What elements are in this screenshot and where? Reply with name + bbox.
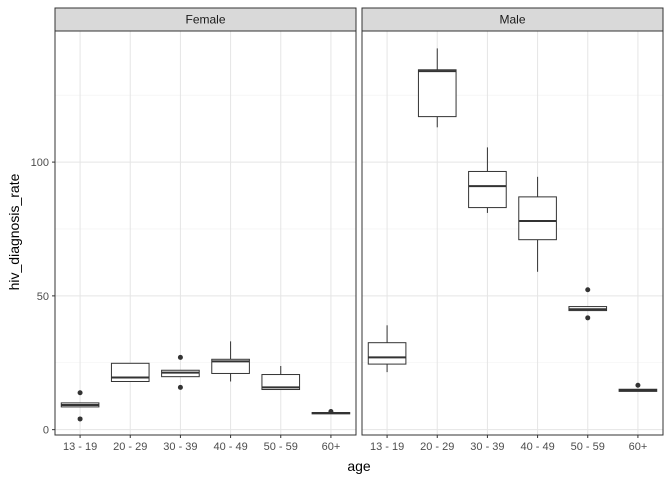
y-tick-label: 100 [31, 157, 49, 169]
facet-panels: Female 13 - 19 20 - 29 30 - 39 40 - 49 50 - 5… [54, 7, 664, 453]
panel-border [54, 30, 357, 436]
box-60plus [311, 408, 351, 415]
box-50-59 [568, 287, 608, 321]
y-tick-label: 50 [37, 291, 49, 303]
box-body [468, 170, 507, 209]
box-body [211, 358, 250, 374]
x-tick-label: 50 - 59 [571, 441, 605, 453]
x-tick-label: 50 - 59 [264, 441, 298, 453]
x-tick-label: 30 - 39 [470, 441, 504, 453]
outlier-point [177, 354, 183, 360]
box-40-49 [211, 341, 250, 382]
outlier-point [635, 382, 641, 388]
box-body [417, 69, 457, 118]
y-tick-label: 0 [43, 425, 49, 437]
box-60plus [618, 382, 658, 392]
x-tick-label: 60+ [322, 441, 341, 453]
facet-panel-female: Female 13 - 19 20 - 29 30 - 39 40 - 49 50 - 5… [54, 7, 357, 453]
box-20-29 [110, 362, 150, 382]
box-body [367, 342, 407, 365]
x-tick-label: 20 - 29 [420, 441, 454, 453]
x-tick-label: 40 - 49 [213, 441, 247, 453]
outlier-point [77, 390, 83, 396]
panel-border [361, 30, 664, 436]
box-13-19 [367, 325, 407, 373]
x-tick-label: 40 - 49 [520, 441, 554, 453]
facet-strip-label: Female [185, 13, 225, 27]
x-tick-label: 13 - 19 [370, 441, 404, 453]
box-50-59 [261, 365, 301, 391]
panel-background [55, 31, 356, 435]
outlier-point [177, 384, 183, 390]
outlier-point [585, 287, 591, 293]
y-axis: 0 50 100 [31, 157, 55, 437]
x-tick-label: 13 - 19 [63, 441, 97, 453]
facet-strip-label: Male [499, 13, 525, 27]
box-13-19 [60, 390, 100, 422]
box-20-29 [417, 48, 457, 128]
box-40-49 [518, 176, 557, 272]
box-body [261, 374, 301, 391]
box-body [110, 362, 150, 382]
facet-panel-male: Male 13 - 19 20 - 29 30 - 39 40 - 49 50 - 59 6… [361, 7, 664, 453]
outlier-point [328, 408, 334, 414]
box-body [518, 196, 557, 241]
box-30-39 [161, 354, 200, 390]
x-axis-title: age [347, 458, 371, 474]
panel-background [362, 31, 663, 435]
outlier-point [77, 416, 83, 422]
box-30-39 [468, 147, 507, 213]
y-axis-title: hiv_diagnosis_rate [6, 173, 22, 290]
x-tick-label: 60+ [629, 441, 648, 453]
x-tick-label: 20 - 29 [113, 441, 147, 453]
outlier-point [585, 315, 591, 321]
x-tick-label: 30 - 39 [163, 441, 197, 453]
